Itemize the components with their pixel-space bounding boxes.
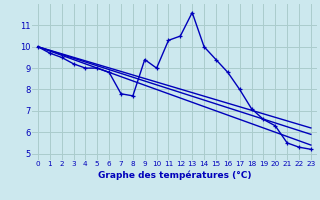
X-axis label: Graphe des températures (°C): Graphe des températures (°C) [98,170,251,180]
